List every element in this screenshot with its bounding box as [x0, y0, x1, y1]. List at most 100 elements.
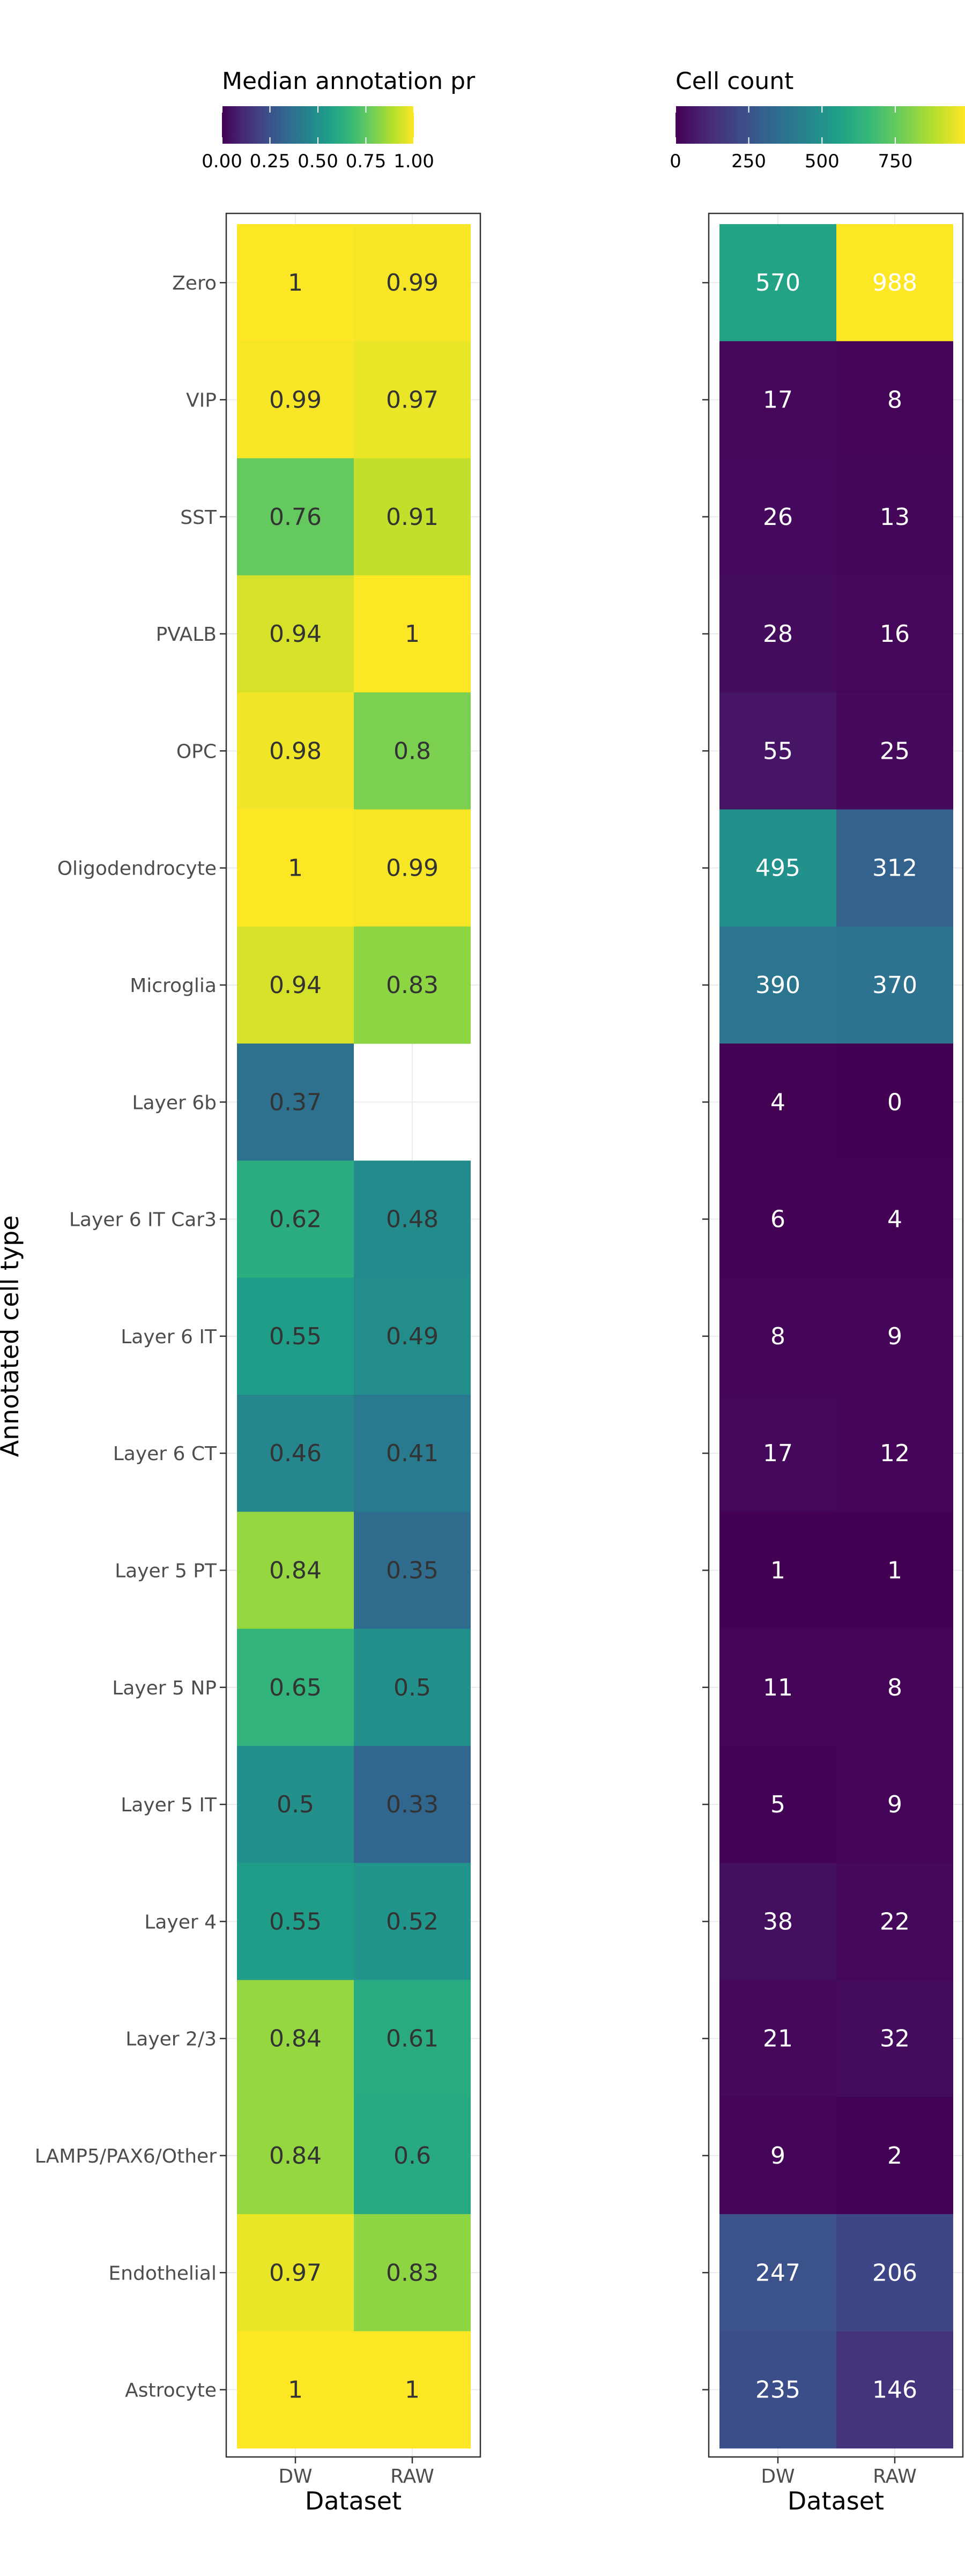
cell-value-label: 28 [763, 620, 793, 648]
heatmap-cell-astrocyte-raw [836, 2331, 953, 2449]
cell-value-label: 570 [755, 269, 800, 297]
heatmap-cell-layer-6-ct-raw [354, 1395, 471, 1512]
heatmap-cell-endothelial-dw [719, 2214, 836, 2331]
heatmap-cell-pvalb-raw [836, 575, 953, 693]
heatmap-cell-endothelial-raw [354, 2214, 471, 2331]
cell-value-label: 1 [405, 2377, 420, 2404]
y-tick-label: Astrocyte [125, 2380, 217, 2402]
heatmap-cell-layer-6-ct-dw [719, 1395, 836, 1512]
cell-value-label: 25 [880, 737, 910, 765]
heatmap-cell-microglia-raw [354, 926, 471, 1044]
cell-value-label: 1 [288, 2377, 303, 2404]
heatmap-cell-pvalb-raw [354, 575, 471, 693]
heatmap-cell-sst-dw [719, 458, 836, 576]
colorbar-tick-label: 0.00 [202, 151, 242, 172]
x-tick-label: DW [278, 2466, 312, 2488]
heatmap-cell-microglia-dw [719, 926, 836, 1044]
cell-value-label: 0.94 [269, 972, 322, 999]
y-axis-title: Annotated cell type [0, 1215, 24, 1457]
cell-value-label: 0.83 [386, 2259, 439, 2286]
cell-value-label: 9 [887, 1323, 902, 1350]
heatmap-cell-oligodendrocyte-raw [836, 809, 953, 927]
heatmap-cell-vip-raw [836, 341, 953, 459]
cell-value-label: 390 [755, 972, 800, 999]
heatmap-cell-sst-raw [354, 458, 471, 576]
y-tick-label: Layer 5 NP [112, 1677, 217, 1699]
cell-value-label: 0.46 [269, 1440, 322, 1467]
heatmap-cell-pvalb-dw [237, 575, 354, 693]
heatmap-cell-lamp5-pax6-other-dw [237, 2097, 354, 2215]
colorbar-tick-label: 250 [731, 151, 766, 172]
heatmap-cell-lamp5-pax6-other-raw [354, 2097, 471, 2215]
y-tick-label: Layer 4 [144, 1911, 217, 1933]
heatmap-cell-opc-dw [719, 692, 836, 810]
colorbar-tick-label: 0 [670, 151, 681, 172]
heatmap-cell-sst-dw [237, 458, 354, 576]
cell-value-label: 235 [755, 2377, 800, 2404]
heatmap-cell-layer-6-it-car3-dw [237, 1160, 354, 1278]
y-tick-label: PVALB [156, 624, 217, 646]
cell-value-label: 0.55 [269, 1323, 322, 1350]
heatmap-cell-layer-5-it-dw [719, 1745, 836, 1863]
cell-value-label: 38 [763, 1908, 793, 1935]
cell-value-label: 0.6 [394, 2142, 431, 2170]
x-axis-title: Dataset [788, 2486, 884, 2515]
heatmap-cell-zero-dw [719, 224, 836, 342]
cell-value-label: 370 [872, 972, 917, 999]
cell-value-label: 4 [770, 1089, 785, 1116]
cell-value-label: 0.5 [394, 1674, 431, 1701]
cell-value-label: 2 [887, 2142, 902, 2170]
heatmap-cell-layer-5-np-dw [237, 1628, 354, 1746]
cell-value-label: 1 [405, 620, 420, 648]
cell-value-label: 0.84 [269, 2025, 322, 2053]
heatmap-cell-layer-2-3-raw [836, 1980, 953, 2098]
y-tick-label: SST [180, 507, 217, 529]
heatmap-cell-vip-dw [237, 341, 354, 459]
y-tick-label: Microglia [130, 975, 217, 997]
heatmap-cell-zero-raw [836, 224, 953, 342]
heatmap-cell-layer-6-it-raw [354, 1277, 471, 1395]
heatmap-cell-endothelial-dw [237, 2214, 354, 2331]
colorbar-tick-label: 0.75 [346, 151, 387, 172]
colorbar-tick-label: 0.50 [298, 151, 338, 172]
cell-value-label: 0.94 [269, 620, 322, 648]
y-tick-label: Layer 6 IT Car3 [69, 1209, 217, 1231]
y-tick-label: LAMP5/PAX6/Other [35, 2145, 217, 2167]
cell-value-label: 9 [887, 1791, 902, 1818]
cell-value-label: 0.83 [386, 972, 439, 999]
cell-value-label: 495 [755, 855, 800, 882]
cell-value-label: 0.37 [269, 1089, 322, 1116]
cell-value-label: 0.76 [269, 504, 322, 531]
cell-value-label: 0.97 [269, 2259, 322, 2286]
heatmap-cell-astrocyte-dw [719, 2331, 836, 2449]
heatmap-cell-oligodendrocyte-dw [237, 809, 354, 927]
x-tick-label: DW [761, 2466, 795, 2488]
heatmap-cell-layer-5-np-raw [836, 1628, 953, 1746]
cell-value-label: 8 [770, 1323, 785, 1350]
y-tick-label: Layer 2/3 [125, 2029, 217, 2051]
cell-value-label: 17 [763, 386, 793, 413]
heatmap-cell-layer-6b-dw [719, 1043, 836, 1161]
cell-value-label: 13 [880, 504, 910, 531]
cell-value-label: 0.91 [386, 504, 439, 531]
cell-value-label: 0.65 [269, 1674, 322, 1701]
heatmap-cell-layer-6-it-car3-raw [836, 1160, 953, 1278]
x-axis-title: Dataset [305, 2486, 402, 2515]
heatmap-cell-vip-dw [719, 341, 836, 459]
cell-value-label: 0.62 [269, 1206, 322, 1233]
cell-value-label: 0.5 [277, 1791, 314, 1818]
heatmap-cell-layer-2-3-dw [237, 1980, 354, 2098]
y-tick-label: Endothelial [108, 2262, 217, 2284]
colorbar-legend-2: Cell count 0 250 500 750 [670, 68, 965, 172]
heatmap-cell-layer-5-pt-raw [354, 1512, 471, 1630]
heatmap-cell-layer-6-it-dw [719, 1277, 836, 1395]
cell-value-label: 17 [763, 1440, 793, 1467]
cell-value-label: 16 [880, 620, 910, 648]
cell-value-label: 26 [763, 504, 793, 531]
cell-value-label: 206 [872, 2259, 917, 2286]
cell-value-label: 0.52 [386, 1908, 439, 1935]
colorbar [676, 106, 965, 144]
